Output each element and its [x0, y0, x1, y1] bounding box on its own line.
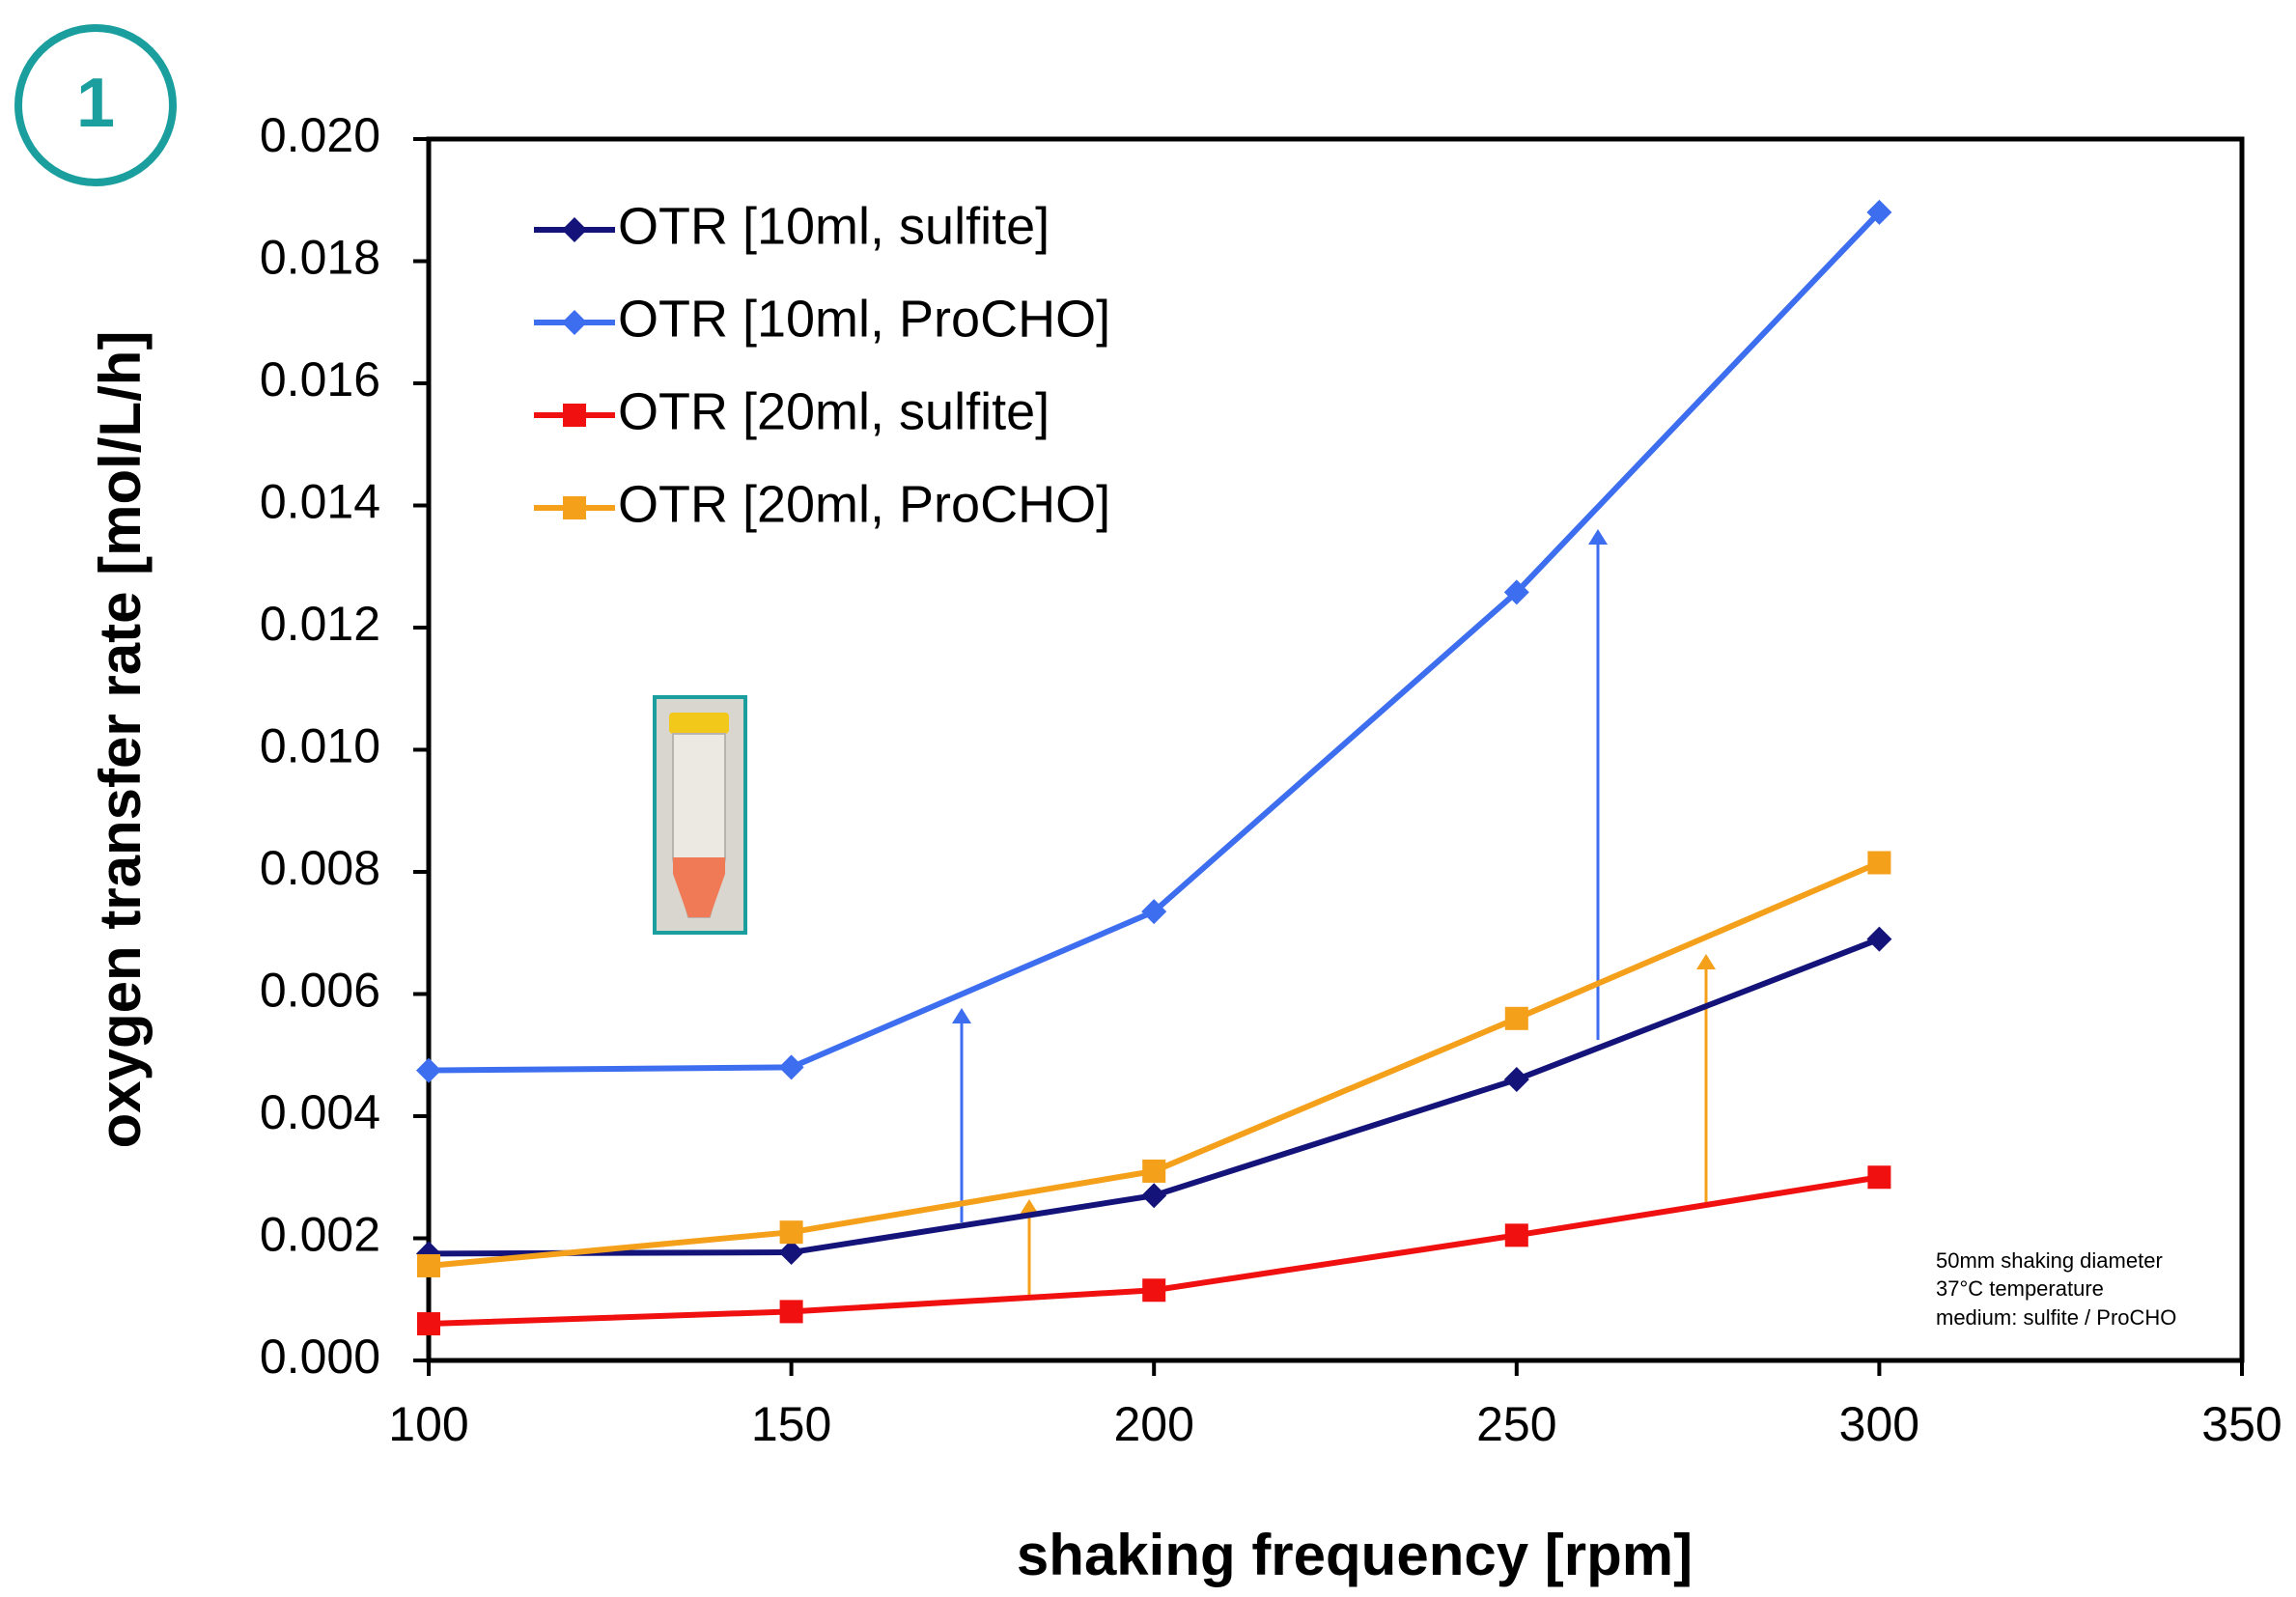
- x-axis-title: shaking frequency [rpm]: [1017, 1523, 1693, 1587]
- marker: [417, 1253, 440, 1277]
- marker: [1866, 926, 1892, 952]
- y-tick-label: 0.014: [260, 475, 380, 529]
- x-tick-label: 200: [1113, 1397, 1193, 1451]
- x-tick-label: 250: [1476, 1397, 1556, 1451]
- y-axis-title: oxygen transfer rate [mol/L/h]: [88, 331, 153, 1149]
- marker: [1142, 1159, 1166, 1183]
- note: 50mm shaking diameter: [1936, 1248, 2163, 1273]
- legend-marker: [563, 404, 586, 427]
- marker: [1141, 1183, 1167, 1209]
- marker: [1142, 1278, 1166, 1303]
- x-tick-label: 350: [2201, 1397, 2282, 1451]
- y-tick-label: 0.012: [260, 597, 380, 651]
- marker: [779, 1220, 803, 1245]
- marker: [417, 1312, 440, 1336]
- legend-marker: [562, 217, 587, 242]
- y-tick-label: 0.020: [260, 108, 380, 162]
- marker: [779, 1300, 803, 1324]
- note: medium: sulfite / ProCHO: [1936, 1305, 2176, 1330]
- x-tick-label: 150: [751, 1397, 831, 1451]
- marker: [1141, 899, 1167, 925]
- y-tick-label: 0.004: [260, 1085, 380, 1139]
- legend-label: OTR [20ml, ProCHO]: [618, 475, 1110, 533]
- legend-marker: [563, 496, 586, 519]
- y-tick-label: 0.002: [260, 1208, 380, 1262]
- marker: [416, 1057, 441, 1083]
- x-tick-label: 300: [1839, 1397, 1919, 1451]
- tube-photo: [653, 695, 747, 935]
- marker: [1866, 199, 1892, 225]
- marker: [778, 1240, 804, 1266]
- marker: [1503, 579, 1529, 605]
- note: 37°C temperature: [1936, 1276, 2104, 1301]
- legend-label: OTR [10ml, ProCHO]: [618, 290, 1110, 348]
- marker: [1503, 1067, 1529, 1093]
- marker: [1867, 1165, 1891, 1190]
- badge-text: 1: [76, 65, 115, 142]
- marker: [778, 1054, 804, 1080]
- legend-marker: [562, 310, 587, 335]
- legend-label: OTR [20ml, sulfite]: [618, 382, 1050, 440]
- x-tick-label: 100: [388, 1397, 468, 1451]
- y-tick-label: 0.006: [260, 964, 380, 1018]
- y-tick-label: 0.008: [260, 841, 380, 895]
- y-tick-label: 0.010: [260, 719, 380, 773]
- y-tick-label: 0.016: [260, 352, 380, 406]
- y-tick-label: 0.018: [260, 231, 380, 285]
- marker: [1504, 1006, 1528, 1030]
- badge-circle: [14, 24, 177, 186]
- legend-label: OTR [10ml, sulfite]: [618, 197, 1050, 255]
- marker: [1504, 1223, 1528, 1247]
- y-tick-label: 0.000: [260, 1330, 380, 1384]
- marker: [1867, 851, 1891, 875]
